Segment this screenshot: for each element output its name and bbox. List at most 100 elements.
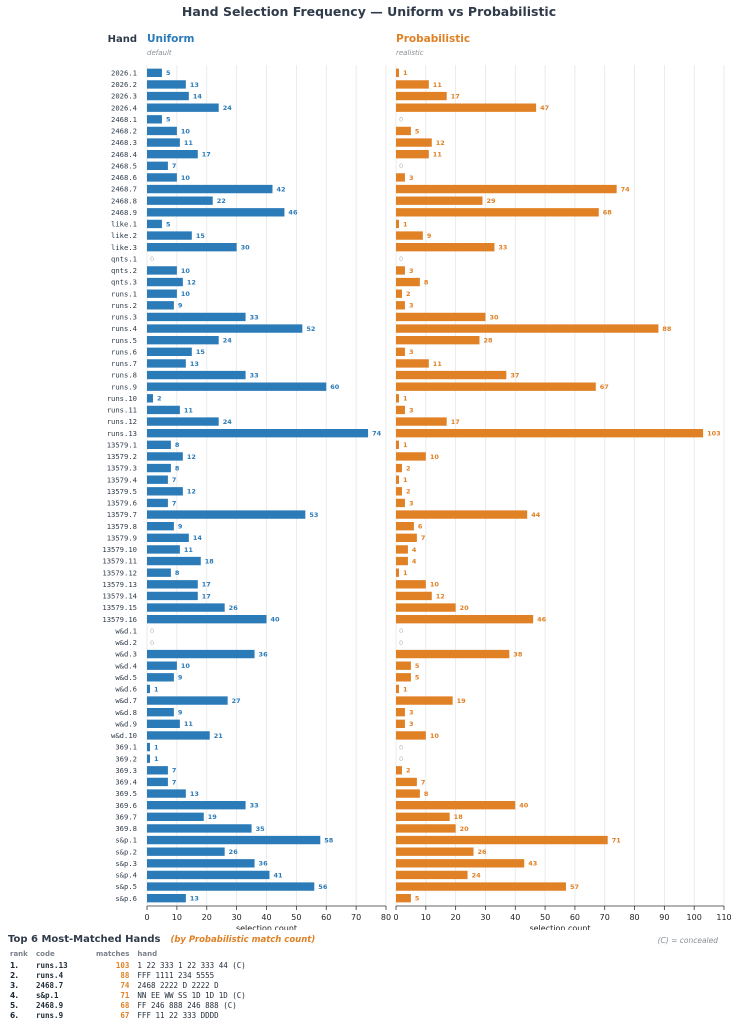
bar-value-label: 7	[172, 162, 177, 170]
category-label: 2468.7	[111, 185, 137, 194]
bar-value-label: 10	[181, 174, 191, 182]
bar	[147, 510, 306, 519]
category-label: 369.6	[115, 801, 137, 810]
bar-value-label: 9	[178, 709, 183, 717]
hand-cell: 2468 2222 D 2222 D	[137, 981, 219, 990]
bar-value-label: 13	[190, 895, 199, 903]
code-cell: runs.9	[36, 1011, 64, 1020]
bar-value-label: 12	[187, 488, 196, 496]
bar	[147, 405, 180, 415]
bar	[396, 440, 399, 449]
x-tick-label: 90	[659, 913, 669, 922]
bar	[396, 312, 486, 322]
category-label: runs.11	[107, 406, 137, 415]
category-label: runs.6	[111, 347, 137, 356]
bar-value-label: 56	[318, 883, 328, 891]
top-hands-header-row: rank code matches hand	[8, 950, 252, 961]
category-label: w&d.9	[115, 719, 137, 728]
category-label: 2468.1	[111, 115, 137, 124]
bar	[147, 696, 228, 705]
x-tick-label: 40	[510, 913, 520, 922]
category-label: 13579.10	[102, 545, 137, 554]
category-label: w&d.4	[115, 661, 137, 670]
bar	[396, 684, 399, 694]
gridlines	[395, 65, 725, 906]
rank-cell: 5.	[10, 1001, 19, 1010]
bar-value-label: 6	[418, 523, 423, 531]
bar-value-label: 36	[259, 650, 269, 658]
category-label: 13579.12	[102, 568, 137, 577]
bar-value-label: 11	[184, 720, 194, 728]
category-label: runs.9	[111, 382, 137, 391]
bar-value-label: 0	[150, 627, 154, 635]
category-label: 13579.15	[102, 603, 137, 612]
bar	[396, 231, 423, 240]
table-row: 6. runs.9 67 FFF 11 22 333 DDDD	[8, 1011, 252, 1021]
matches-cell: 88	[120, 971, 130, 980]
bar-value-label: 10	[430, 732, 440, 740]
bar	[147, 859, 255, 868]
bar-value-label: 2	[406, 767, 411, 775]
bar	[147, 777, 168, 787]
bar-value-label: 1	[403, 395, 408, 403]
bar	[147, 789, 186, 798]
category-label: 13579.9	[107, 533, 137, 542]
bar-value-label: 30	[241, 244, 251, 252]
x-tick-label: 0	[393, 913, 398, 922]
bar	[396, 277, 420, 287]
top-hands-table: rank code matches hand 1. runs.13 103 1 …	[8, 950, 252, 1021]
category-label: 2468.8	[111, 196, 137, 205]
rank-cell: 6.	[10, 1011, 19, 1020]
bar-value-label: 7	[421, 534, 426, 542]
bar	[147, 196, 213, 205]
bar	[147, 463, 171, 473]
bar-value-label: 0	[150, 255, 154, 263]
bar-value-label: 12	[436, 139, 445, 147]
bar	[396, 661, 411, 670]
bar	[396, 673, 411, 682]
bar-value-label: 74	[621, 185, 631, 193]
bar	[147, 835, 321, 845]
bar-value-label: 2	[406, 290, 411, 298]
bar	[147, 661, 177, 670]
matches-cell: 74	[120, 981, 130, 990]
bar-value-label: 12	[187, 278, 196, 286]
bar	[147, 742, 150, 752]
bar-value-label: 103	[707, 430, 721, 438]
bar	[396, 417, 447, 426]
bar-value-label: 19	[457, 697, 467, 705]
bar	[396, 580, 426, 589]
bar	[396, 196, 483, 205]
bar	[147, 173, 177, 182]
bar	[147, 452, 183, 461]
bar	[147, 545, 180, 554]
x-tick-label: 20	[202, 913, 212, 922]
rank-cell: 3.	[10, 981, 19, 990]
matches-cell: 67	[120, 1011, 130, 1020]
bar	[147, 894, 186, 903]
category-label: s&p.6	[115, 894, 137, 903]
category-label: w&d.6	[115, 685, 137, 694]
bar-value-label: 5	[415, 662, 420, 670]
bar	[147, 533, 189, 542]
bar	[147, 719, 180, 728]
bar-value-label: 7	[172, 778, 177, 786]
bar-value-label: 29	[486, 197, 496, 205]
category-label: 369.1	[115, 743, 137, 752]
bar-value-label: 9	[178, 674, 183, 682]
bar-value-label: 0	[399, 116, 403, 124]
bar	[396, 301, 405, 310]
bar-value-label: 20	[460, 825, 470, 833]
bar-value-label: 28	[483, 337, 493, 345]
x-tick-label: 40	[261, 913, 271, 922]
bar-value-label: 1	[403, 441, 408, 449]
gridlines	[146, 65, 387, 906]
bar-value-label: 47	[540, 104, 549, 112]
bar	[147, 801, 246, 810]
bar	[147, 336, 219, 345]
bar-value-label: 4	[412, 546, 417, 554]
bar-value-label: 36	[259, 860, 269, 868]
category-label: 369.2	[115, 754, 137, 763]
code-cell: 2468.7	[36, 981, 64, 990]
